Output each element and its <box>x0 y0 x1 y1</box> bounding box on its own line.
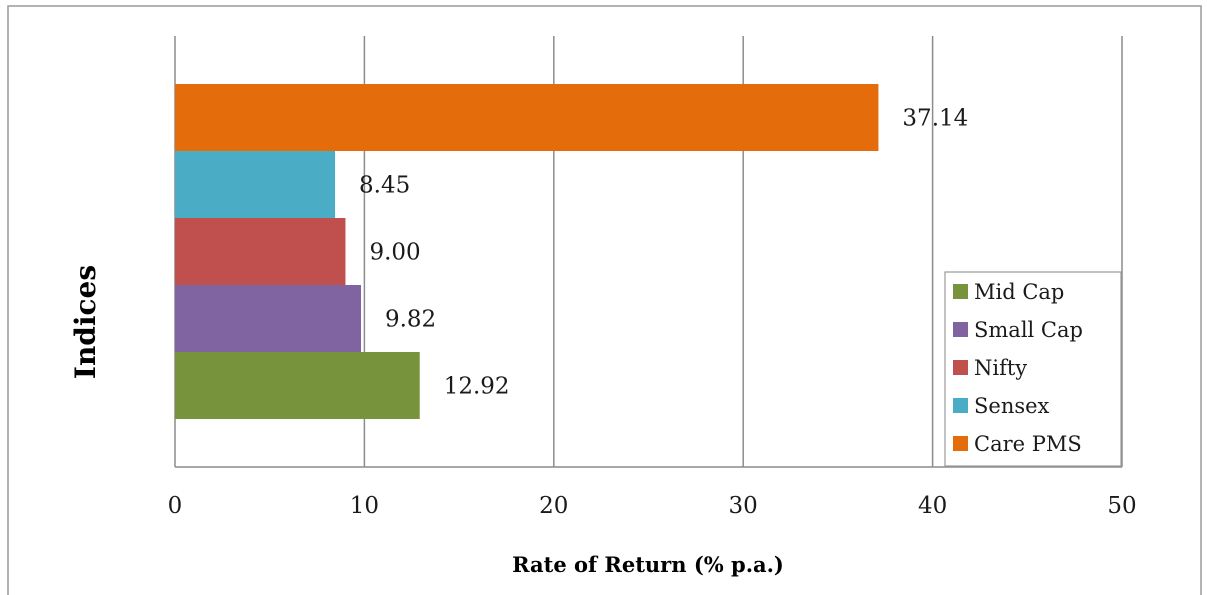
data-label-mid-cap: 12.92 <box>444 374 510 400</box>
legend-label-nifty: Nifty <box>974 356 1027 380</box>
legend-swatch-care-pms <box>953 436 968 451</box>
legend-label-small-cap: Small Cap <box>974 318 1083 342</box>
x-tick-label: 0 <box>168 493 183 519</box>
legend-box <box>944 271 1122 467</box>
bar-mid-cap <box>175 352 420 419</box>
x-tick-label: 10 <box>350 493 379 519</box>
data-label-nifty: 9.00 <box>369 240 420 266</box>
legend-swatch-mid-cap <box>953 284 968 299</box>
legend-label-mid-cap: Mid Cap <box>974 280 1064 304</box>
data-label-sensex: 8.45 <box>359 173 410 199</box>
bar-care-pms <box>175 84 879 151</box>
x-axis-title: Rate of Return (% p.a.) <box>512 552 784 577</box>
legend-label-care-pms: Care PMS <box>974 432 1082 456</box>
legend-swatch-small-cap <box>953 322 968 337</box>
bars <box>175 84 879 419</box>
bar-small-cap <box>175 285 361 352</box>
x-tick-label: 50 <box>1107 493 1136 519</box>
legend: Mid Cap Small Cap Nifty Sensex Care PMS <box>944 271 1122 467</box>
legend-swatch-nifty <box>953 360 968 375</box>
data-label-small-cap: 9.82 <box>385 307 436 333</box>
x-tick-label: 40 <box>918 493 947 519</box>
x-tick-labels: 0 10 20 30 40 50 <box>168 493 1137 519</box>
data-labels: 12.92 9.82 9.00 8.45 37.14 <box>359 106 968 400</box>
y-axis-title: Indices <box>69 265 102 379</box>
data-label-care-pms: 37.14 <box>902 106 968 132</box>
bar-nifty <box>175 218 346 285</box>
bar-sensex <box>175 151 336 218</box>
legend-swatch-sensex <box>953 398 968 413</box>
x-tick-label: 30 <box>729 493 758 519</box>
x-tick-label: 20 <box>539 493 568 519</box>
legend-label-sensex: Sensex <box>974 394 1050 418</box>
